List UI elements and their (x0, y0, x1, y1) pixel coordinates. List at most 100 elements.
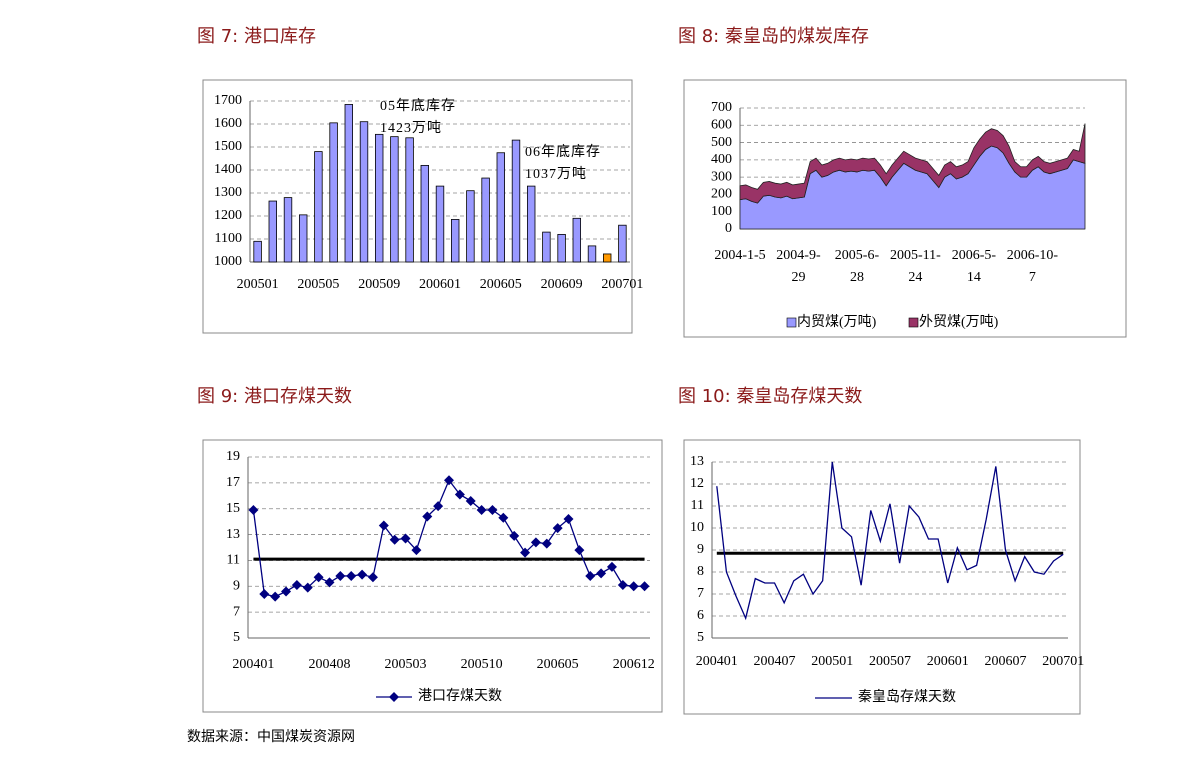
x-tick-label: 200407 (754, 654, 796, 669)
bar (587, 245, 597, 263)
x-tick-label: 200612 (613, 657, 655, 672)
marker (281, 586, 292, 597)
bar (374, 133, 384, 263)
marker (628, 581, 639, 592)
x-tick-label: 200607 (984, 654, 1026, 669)
x-tick-label: 200601 (419, 277, 461, 292)
y-tick-label: 10 (690, 520, 704, 535)
y-tick-label: 1600 (214, 116, 242, 131)
x-tick-label: 200601 (927, 654, 969, 669)
marker (454, 489, 465, 500)
marker (465, 495, 476, 506)
marker (617, 579, 628, 590)
legend-swatch (908, 317, 919, 328)
marker (389, 534, 400, 545)
x-tick-label: 200501 (237, 277, 279, 292)
x-tick-label: 2005-6-28 (835, 248, 880, 285)
y-tick-label: 1500 (214, 139, 242, 154)
x-tick-label: 2006-10-7 (1007, 248, 1059, 285)
y-tick-label: 400 (711, 152, 732, 167)
bar (557, 233, 566, 263)
marker (248, 505, 259, 516)
bar (496, 152, 505, 263)
y-tick-label: 11 (691, 498, 704, 513)
bar (298, 214, 308, 263)
bar (420, 164, 429, 263)
y-tick-label: 1400 (214, 162, 242, 177)
marker (574, 545, 585, 556)
y-tick-label: 8 (697, 564, 704, 579)
y-tick-label: 9 (697, 542, 704, 557)
bar (527, 185, 536, 263)
bar (481, 177, 490, 263)
y-tick-label: 19 (226, 449, 240, 464)
legend-label: 外贸煤(万吨) (919, 314, 999, 330)
legend-label: 内贸煤(万吨) (797, 314, 877, 330)
legend-marker (389, 692, 399, 702)
x-tick-label: 200401 (696, 654, 738, 669)
marker (433, 501, 444, 512)
marker (530, 537, 541, 548)
annotation: 06年底库存 (525, 144, 601, 160)
bar (314, 151, 323, 263)
y-tick-label: 700 (711, 100, 732, 115)
marker (563, 514, 574, 525)
y-tick-label: 600 (711, 118, 732, 133)
bar (511, 139, 521, 263)
marker (541, 538, 552, 549)
y-tick-label: 6 (697, 608, 704, 623)
y-tick-label: 15 (226, 501, 240, 516)
x-tick-label: 200401 (232, 657, 274, 672)
bar (572, 217, 581, 263)
x-tick-label: 200605 (537, 657, 579, 672)
legend-label: 秦皇岛存煤天数 (858, 689, 956, 705)
y-tick-label: 300 (711, 169, 732, 184)
y-tick-label: 5 (697, 630, 704, 645)
marker (357, 569, 368, 580)
marker (411, 545, 422, 556)
x-tick-label: 2005-11-24 (890, 248, 941, 285)
figure-title: 图 7: 港口库存 (197, 26, 316, 47)
marker (378, 520, 389, 531)
x-tick-label: 200505 (297, 277, 339, 292)
line (716, 461, 1064, 621)
annotation: 1037万吨 (525, 166, 587, 182)
x-tick-label: 200501 (811, 654, 853, 669)
x-tick-label: 200507 (869, 654, 911, 669)
y-tick-label: 1200 (214, 208, 242, 223)
figure-title: 图 9: 港口存煤天数 (197, 386, 352, 407)
y-tick-label: 1700 (214, 93, 242, 108)
marker (313, 572, 324, 583)
marker (639, 581, 650, 592)
marker (520, 547, 531, 558)
bar (542, 231, 551, 263)
x-tick-label: 200605 (480, 277, 522, 292)
bar (390, 136, 399, 263)
bar (405, 137, 414, 263)
marker (400, 533, 411, 544)
x-tick-label: 200509 (358, 277, 400, 292)
marker (509, 530, 520, 541)
marker (585, 570, 596, 581)
marker (487, 505, 498, 516)
panel-frame (202, 79, 633, 334)
bar (283, 197, 293, 263)
y-tick-label: 1100 (215, 231, 242, 246)
x-tick-label: 2004-9-29 (776, 248, 821, 285)
bar (359, 121, 369, 263)
x-tick-label: 2004-1-5 (714, 248, 765, 263)
bar (268, 200, 277, 263)
x-tick-label: 200408 (308, 657, 350, 672)
y-tick-label: 13 (690, 454, 704, 469)
marker (476, 505, 487, 516)
bar (329, 122, 338, 263)
y-tick-label: 12 (690, 476, 704, 491)
x-tick-label: 200701 (601, 277, 643, 292)
marker (367, 572, 378, 583)
y-tick-label: 5 (233, 630, 240, 645)
marker (259, 589, 270, 600)
marker (422, 511, 433, 522)
source-note: 数据来源：中国煤炭资源网 (187, 729, 355, 745)
y-tick-label: 100 (711, 204, 732, 219)
